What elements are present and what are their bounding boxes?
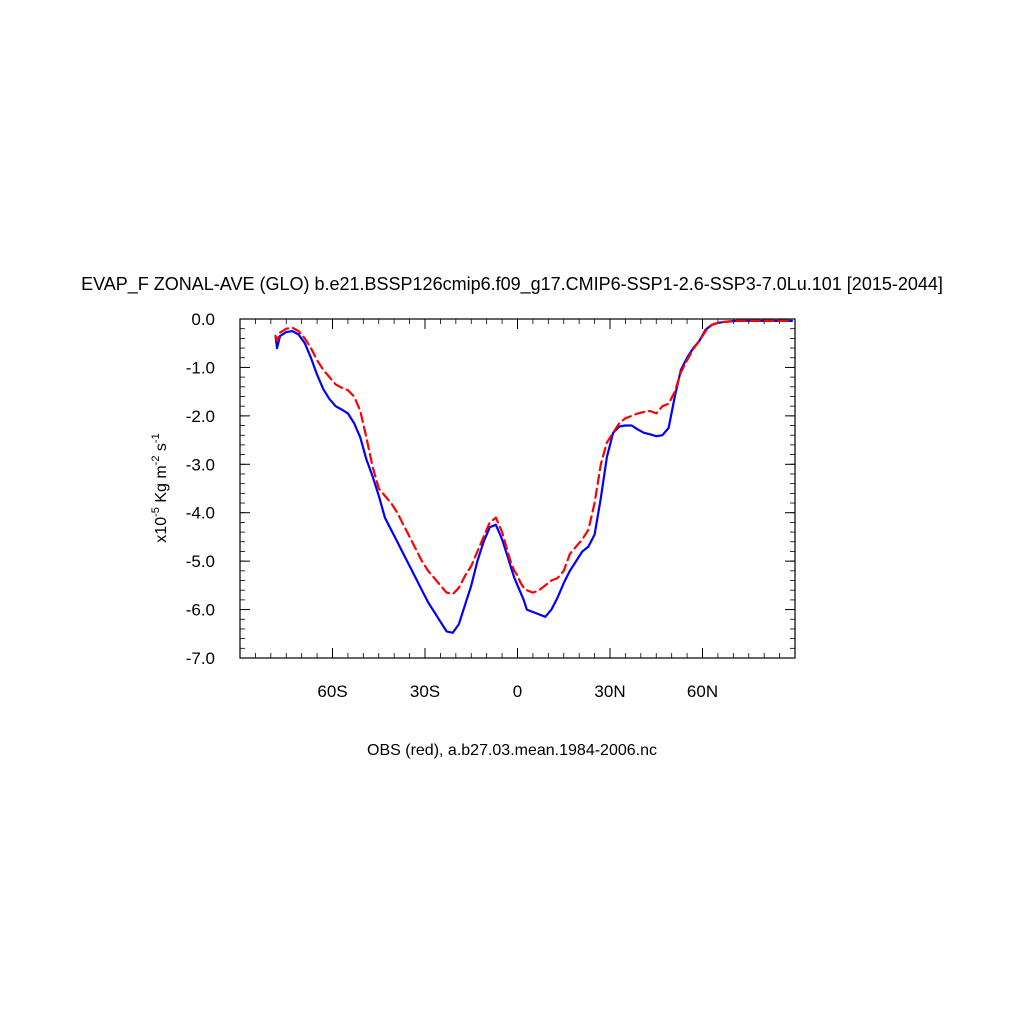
y-tick-label: -3.0 (186, 455, 215, 474)
x-tick-label: 0 (513, 682, 522, 701)
y-axis-label-mid2: s (153, 443, 170, 455)
y-tick-labels: 0.0 -1.0 -2.0 -3.0 -4.0 -5.0 -6.0 -7.0 (186, 310, 215, 668)
y-axis-label-base: x10 (153, 517, 170, 543)
x-tick-label: 30N (594, 682, 625, 701)
series-lines (274, 319, 794, 634)
y-axis-label: x10-5 Kg m-2 s-1 (150, 433, 170, 542)
series-line-model (274, 319, 794, 634)
y-axis-label-exp1: -5 (150, 507, 162, 517)
x-tick-label: 60S (317, 682, 347, 701)
chart-footer: OBS (red), a.b27.03.mean.1984-2006.nc (367, 742, 657, 759)
chart-title: EVAP_F ZONAL-AVE (GLO) b.e21.BSSP126cmip… (81, 274, 943, 295)
y-tick-label: -6.0 (186, 601, 215, 620)
y-tick-label: -4.0 (186, 504, 215, 523)
minor-ticks (240, 319, 795, 658)
series-line-obs (274, 319, 794, 596)
x-tick-label: 60N (687, 682, 718, 701)
y-tick-label: -1.0 (186, 358, 215, 377)
x-tick-label: 30S (410, 682, 440, 701)
plot-frame (239, 318, 796, 659)
x-tick-labels: 60S 30S 0 30N 60N (317, 682, 718, 701)
y-tick-label: 0.0 (191, 310, 215, 329)
major-ticks (240, 318, 795, 659)
y-tick-label: -5.0 (186, 552, 215, 571)
y-axis-label-exp3: -1 (150, 433, 162, 443)
y-axis-label-exp2: -2 (150, 456, 162, 466)
y-tick-label: -7.0 (186, 649, 215, 668)
y-tick-label: -2.0 (186, 407, 215, 426)
y-axis-label-mid: Kg m (153, 465, 170, 507)
